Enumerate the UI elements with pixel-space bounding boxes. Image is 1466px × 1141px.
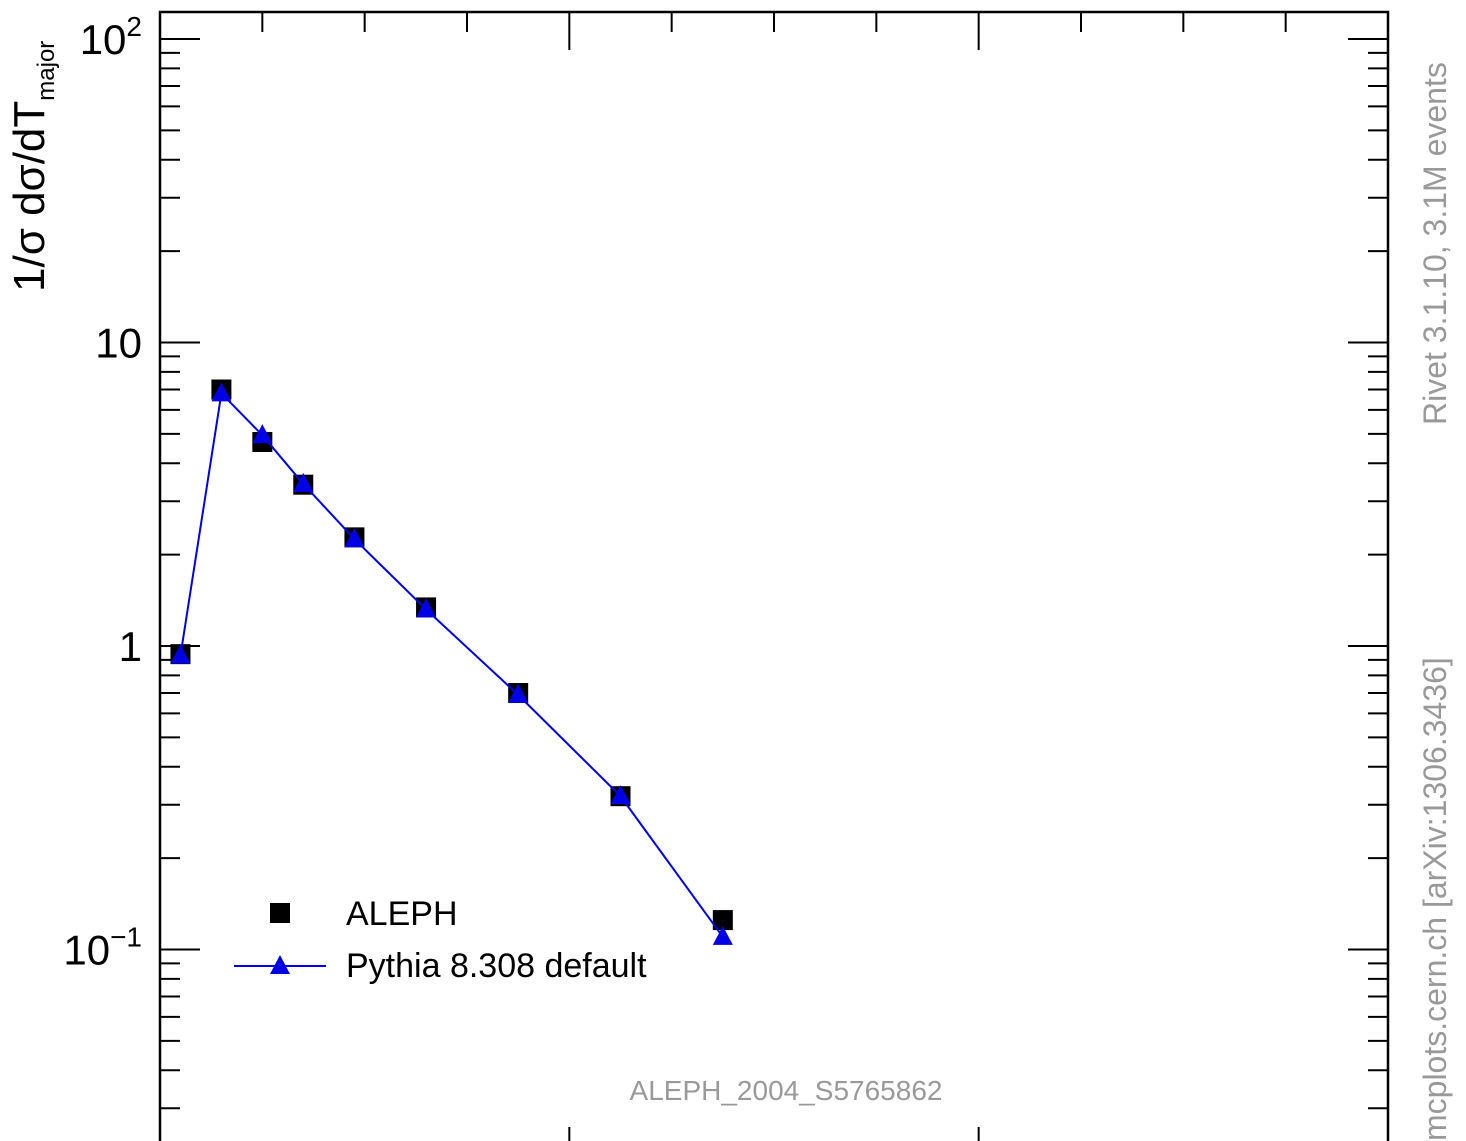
legend-marker-pythia [270,955,290,974]
rivet-version-label: Rivet 3.1.10, 3.1M events [1417,62,1453,425]
plot-frame [160,12,1388,1141]
legend-label-aleph: ALEPH [346,895,458,933]
series-line [180,393,722,937]
analysis-id-label: ALEPH_2004_S5765862 [630,1075,943,1106]
series-layer [170,380,732,945]
legend: ALEPH Pythia 8.308 default [234,895,647,985]
y-tick-label-0.1: 10−1 [63,922,142,974]
y-axis-ticks [160,39,1388,1108]
series-pythia [170,382,732,945]
legend-label-pythia: Pythia 8.308 default [346,947,647,985]
x-axis-ticks [160,12,1388,1141]
legend-marker-aleph [270,903,290,923]
series-aleph [170,380,732,931]
annotations: ALEPH_2004_S5765862 Rivet 3.1.10, 3.1M ev… [630,62,1453,1141]
mcplots-source-label: mcplots.cern.ch [arXiv:1306.3436] [1417,657,1453,1141]
y-axis-label: 1/σ dσ/dTmajor [5,41,60,292]
y-tick-label-1: 1 [119,623,142,670]
y-tick-label-10: 10 [95,320,142,367]
y-tick-label-100: 102 [80,11,142,63]
y-tick-labels: 102 10 1 10−1 [63,11,142,974]
y-axis-title: 1/σ dσ/dTmajor [5,41,60,292]
plot-border [160,12,1388,1141]
